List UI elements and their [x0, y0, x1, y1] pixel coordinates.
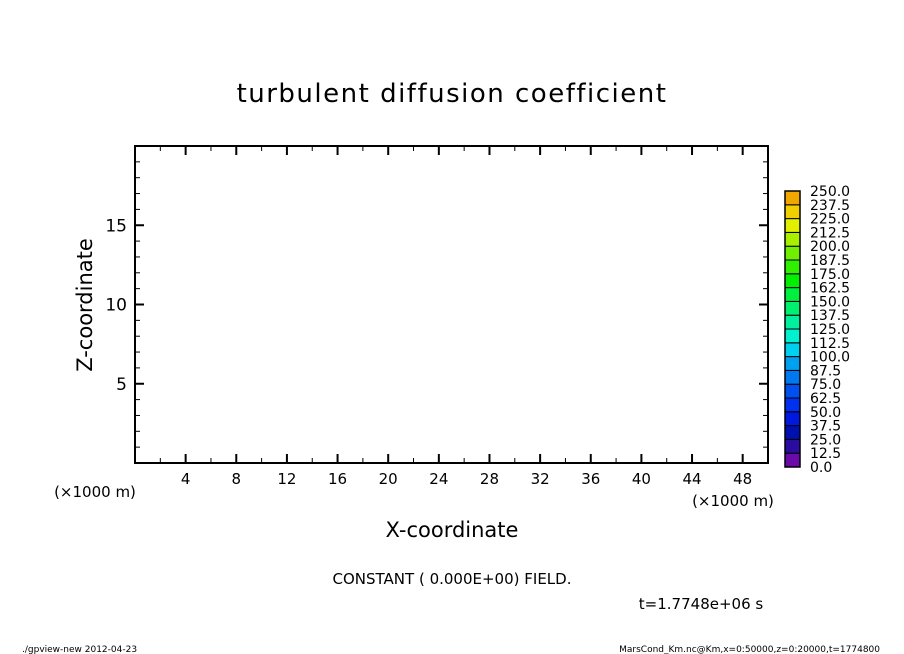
- x-tick-label: 36: [581, 470, 600, 488]
- x-tick-label: 32: [531, 470, 550, 488]
- colorbar-swatch: [784, 369, 801, 385]
- axis-ticks: [135, 146, 768, 463]
- colorbar-swatch: [784, 438, 801, 454]
- colorbar-label: 50.0: [810, 405, 841, 421]
- colorbar-swatch: [784, 218, 801, 233]
- y-tick-labels: 5 10 15: [105, 216, 127, 395]
- x-tick-labels: 4 8 12 16 20 24 28 32 36 40 44 48: [181, 470, 752, 488]
- x-tick-label: 48: [733, 470, 752, 488]
- y-tick-label: 15: [105, 216, 127, 236]
- colorbar-swatch: [784, 314, 801, 330]
- colorbar-label: 200.0: [810, 239, 850, 255]
- x-unit-label: (×1000 m): [692, 492, 774, 510]
- colorbar-label: 37.5: [810, 419, 841, 435]
- colorbar-swatch: [784, 425, 801, 440]
- colorbar-swatch: [784, 342, 801, 358]
- colorbar-swatch: [784, 259, 801, 275]
- colorbar-label: 75.0: [810, 377, 841, 393]
- colorbar-swatch: [784, 300, 801, 316]
- x-tick-label: 28: [480, 470, 499, 488]
- colorbar-label: 250.0: [810, 184, 850, 200]
- colorbar-swatch: [784, 356, 801, 371]
- colorbar-frame: [784, 190, 801, 468]
- colorbar-label: 112.5: [810, 336, 850, 352]
- colorbar-label: 225.0: [810, 212, 850, 228]
- colorbar-swatch: [784, 204, 801, 220]
- colorbar: 0.012.525.037.550.062.575.087.5100.0112.…: [784, 184, 850, 476]
- colorbar-label: 162.5: [810, 281, 850, 297]
- y-unit-label: (×1000 m): [54, 483, 136, 501]
- colorbar-swatch: [784, 411, 801, 427]
- colorbar-label: 212.5: [810, 225, 850, 241]
- colorbar-swatch: [784, 452, 801, 468]
- colorbar-label: 150.0: [810, 294, 850, 310]
- colorbar-label: 0.0: [810, 460, 832, 476]
- x-tick-label: 20: [379, 470, 398, 488]
- x-tick-label: 8: [232, 470, 242, 488]
- footer-left: ./gpview-new 2012-04-23: [22, 645, 137, 654]
- y-tick-label: 10: [105, 296, 127, 316]
- x-tick-label: 16: [328, 470, 347, 488]
- colorbar-swatch: [784, 190, 801, 206]
- chart-title: turbulent diffusion coefficient: [237, 79, 668, 109]
- time-label: t=1.7748e+06 s: [639, 595, 764, 613]
- colorbar-swatch: [784, 287, 801, 302]
- colorbar-swatch: [784, 383, 801, 399]
- colorbar-label: 187.5: [810, 253, 850, 269]
- x-tick-label: 44: [682, 470, 701, 488]
- colorbar-label: 62.5: [810, 391, 841, 407]
- colorbar-label: 25.0: [810, 432, 841, 448]
- colorbar-swatch: [784, 245, 801, 261]
- x-tick-label: 24: [429, 470, 448, 488]
- x-axis-label: X-coordinate: [386, 518, 519, 542]
- y-axis-label: Z-coordinate: [73, 238, 97, 372]
- colorbar-swatch: [784, 231, 801, 247]
- y-tick-label: 5: [116, 375, 127, 395]
- field-note: CONSTANT ( 0.000E+00) FIELD.: [333, 570, 572, 588]
- colorbar-label: 100.0: [810, 350, 850, 366]
- plot-frame: [134, 145, 769, 464]
- footer-right: MarsCond_Km.nc@Km,x=0:50000,z=0:20000,t=…: [619, 645, 880, 654]
- colorbar-swatch: [784, 273, 801, 289]
- x-tick-label: 4: [181, 470, 191, 488]
- colorbar-swatch: [784, 328, 801, 344]
- colorbar-label: 125.0: [810, 322, 850, 338]
- colorbar-label: 137.5: [810, 308, 850, 324]
- colorbar-label: 237.5: [810, 198, 850, 214]
- colorbar-swatch: [784, 397, 801, 413]
- x-tick-label: 12: [277, 470, 296, 488]
- colorbar-label: 175.0: [810, 267, 850, 283]
- x-tick-label: 40: [632, 470, 651, 488]
- colorbar-label: 12.5: [810, 446, 841, 462]
- colorbar-label: 87.5: [810, 363, 841, 379]
